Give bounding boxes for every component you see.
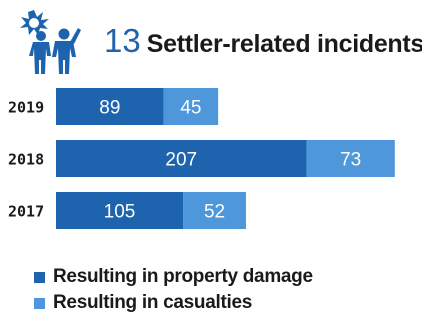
data-label-2018-series-1: 73 bbox=[340, 150, 361, 171]
y-tick-label-2017: 2017 bbox=[8, 203, 44, 221]
legend-label: Resulting in property damage bbox=[53, 266, 313, 287]
data-label-2018-series-0: 207 bbox=[165, 150, 197, 171]
legend-swatch bbox=[34, 297, 45, 309]
data-label-2017-series-0: 105 bbox=[104, 202, 136, 223]
y-tick-label-2019: 2019 bbox=[8, 99, 44, 117]
bar-2019-series-0 bbox=[56, 88, 164, 125]
settlers-attack-icon bbox=[18, 8, 82, 76]
bar-2019-series-1 bbox=[163, 88, 219, 125]
data-label-2019-series-0: 89 bbox=[99, 98, 120, 119]
legend-label: Resulting in casualties bbox=[53, 292, 252, 313]
title-text: Settler-related incidents bbox=[146, 30, 422, 58]
incident-count: 13 bbox=[104, 22, 141, 59]
bar-2017-series-0 bbox=[56, 192, 184, 229]
bar-2018-series-1 bbox=[306, 140, 395, 177]
legend-swatch bbox=[34, 271, 45, 283]
page-title: 13 Settler-related incidents bbox=[104, 22, 422, 60]
data-label-2019-series-1: 45 bbox=[180, 98, 201, 119]
bar-2017-series-1 bbox=[183, 192, 246, 229]
legend: Resulting in property damage Resulting in… bbox=[34, 264, 313, 316]
bar-2018-series-0 bbox=[56, 140, 307, 177]
y-tick-label-2018: 2018 bbox=[8, 151, 44, 169]
data-label-2017-series-1: 52 bbox=[204, 202, 225, 223]
legend-item-0: Resulting in property damage bbox=[34, 264, 313, 290]
legend-item-1: Resulting in casualties bbox=[34, 290, 313, 316]
bar-chart: 2019 89 45 2018 207 73 2017 105 52 bbox=[8, 88, 395, 229]
chart-header: 13 Settler-related incidents bbox=[0, 0, 422, 80]
